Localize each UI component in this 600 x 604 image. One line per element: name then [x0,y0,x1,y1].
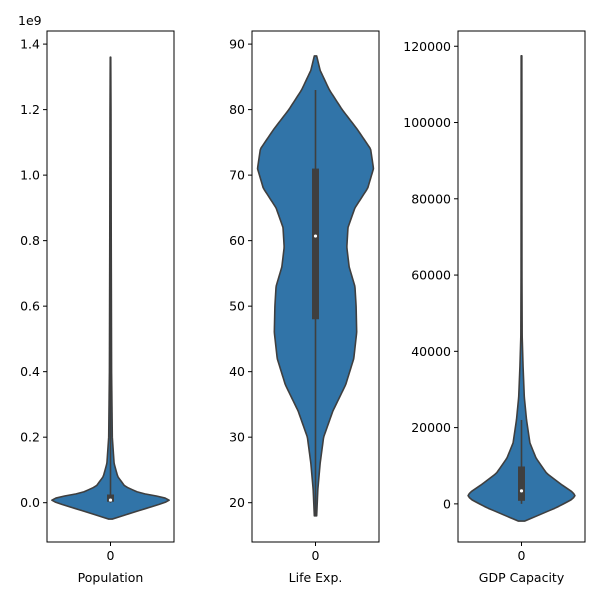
y-tick-label: 1.4 [20,37,40,52]
x-axis-label: GDP Capacity [479,570,565,585]
y-tick-label: 0.8 [20,233,40,248]
x-axis-label: Life Exp. [289,570,343,585]
x-tick-label: 0 [107,548,115,563]
median-marker [519,489,524,493]
y-tick-label: 40000 [411,344,451,359]
iqr-box [107,494,114,502]
y-tick-label: 90 [229,37,245,52]
y-tick-label: 0 [443,496,451,511]
iqr-box [312,168,319,320]
x-tick-label: 0 [518,548,526,563]
iqr-box [518,466,525,501]
y-tick-label: 0.6 [20,299,40,314]
median-marker [108,498,113,502]
y-tick-label: 20000 [411,420,451,435]
y-tick-label: 60000 [411,268,451,283]
y-tick-label: 70 [229,168,245,183]
violin-body [467,54,576,522]
y-tick-label: 80 [229,102,245,117]
y-tick-label: 30 [229,430,245,445]
x-axis-label: Population [78,570,144,585]
y-tick-label: 1.0 [20,168,40,183]
y-tick-label: 0.4 [20,364,40,379]
violin-panel: 0 20000 40000 60000 80000 100000 120000 0 GDP Ca… [403,30,586,585]
y-tick-label: 80000 [411,191,451,206]
y-tick-label: 100000 [403,115,451,130]
x-tick-label: 0 [312,548,320,563]
violin-panel: 0.0 0.2 0.4 0.6 0.8 1.0 1.2 1.4 0 Population 1e9 [18,13,175,585]
median-marker [313,234,318,238]
y-tick-label: 20 [229,495,245,510]
y-offset-label: 1e9 [18,13,42,28]
violin-panel: 20 30 40 50 60 70 80 90 0 Life Exp. [229,30,380,585]
y-tick-label: 0.2 [20,430,40,445]
y-tick-label: 0.0 [20,495,40,510]
y-tick-label: 120000 [403,39,451,54]
y-tick-label: 1.2 [20,102,40,117]
y-tick-label: 50 [229,299,245,314]
y-tick-label: 40 [229,364,245,379]
y-tick-label: 60 [229,233,245,248]
